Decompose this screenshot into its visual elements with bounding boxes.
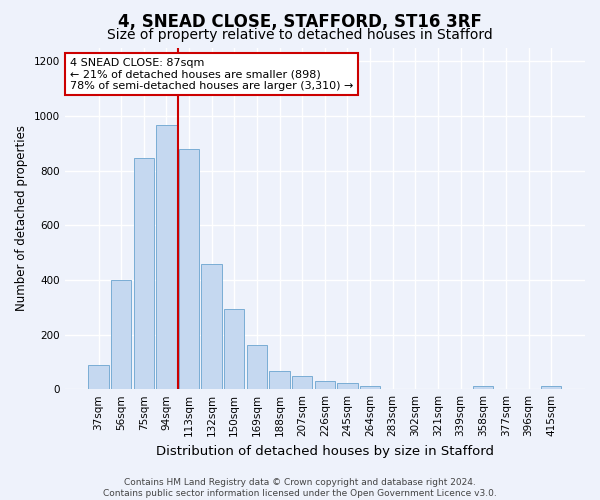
Bar <box>179 149 199 389</box>
Bar <box>111 280 131 389</box>
Bar <box>88 364 109 389</box>
Bar <box>202 264 222 389</box>
Text: Contains HM Land Registry data © Crown copyright and database right 2024.
Contai: Contains HM Land Registry data © Crown c… <box>103 478 497 498</box>
Bar <box>473 386 493 389</box>
Bar <box>360 386 380 389</box>
Text: 4 SNEAD CLOSE: 87sqm
← 21% of detached houses are smaller (898)
78% of semi-deta: 4 SNEAD CLOSE: 87sqm ← 21% of detached h… <box>70 58 353 91</box>
X-axis label: Distribution of detached houses by size in Stafford: Distribution of detached houses by size … <box>156 444 494 458</box>
Bar <box>224 309 244 389</box>
Bar <box>156 124 176 389</box>
Bar <box>337 383 358 389</box>
Bar <box>314 381 335 389</box>
Bar <box>134 158 154 389</box>
Y-axis label: Number of detached properties: Number of detached properties <box>15 126 28 312</box>
Bar <box>269 370 290 389</box>
Text: Size of property relative to detached houses in Stafford: Size of property relative to detached ho… <box>107 28 493 42</box>
Text: 4, SNEAD CLOSE, STAFFORD, ST16 3RF: 4, SNEAD CLOSE, STAFFORD, ST16 3RF <box>118 12 482 30</box>
Bar <box>247 344 267 389</box>
Bar <box>292 376 313 389</box>
Bar <box>541 386 562 389</box>
